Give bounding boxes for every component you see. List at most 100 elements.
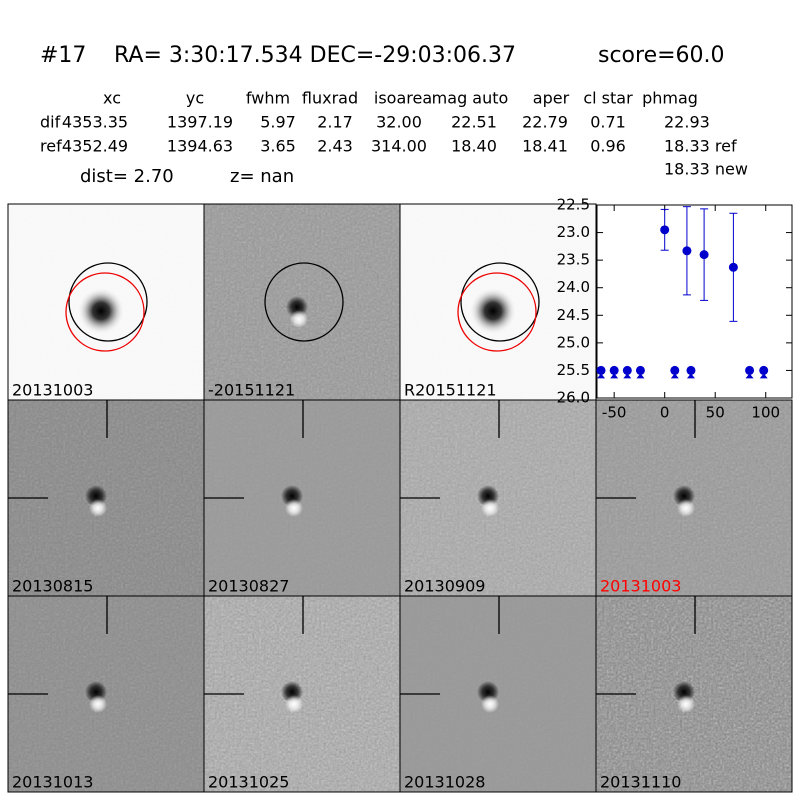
stamp: 20131028 (399, 595, 597, 793)
column-header: isoarea (374, 89, 432, 108)
source (77, 287, 125, 335)
stamp: -20151121 (203, 203, 401, 401)
stamp-label: 20130827 (208, 577, 289, 596)
source-pos (677, 499, 695, 517)
data-point (660, 225, 670, 235)
stamp: R20151121 (399, 203, 597, 401)
stamp: 20131110 (595, 595, 793, 793)
y-tick-label: 23.5 (557, 251, 590, 269)
stamp-label: 20131003 (600, 577, 681, 596)
table-cell: 0.71 (590, 113, 626, 132)
column-header: fwhm (246, 89, 290, 108)
table-cell: 2.17 (317, 113, 353, 132)
y-tick-label: 25.0 (557, 333, 590, 351)
row-label: dif (40, 113, 61, 132)
data-point (596, 365, 606, 375)
table-cell: 18.33 ref (664, 137, 737, 156)
stamp: 20131025 (203, 595, 401, 793)
stamp: 20131013 (7, 595, 205, 793)
x-tick-label: -50 (602, 404, 627, 422)
table-cell: 32.00 (376, 113, 422, 132)
stamp-label: 20131110 (600, 773, 681, 792)
data-point (670, 365, 680, 375)
source-pos (481, 499, 499, 517)
score: score=60.0 (598, 43, 725, 68)
table-cell: 22.93 (664, 113, 710, 132)
x-tick-label: 100 (751, 404, 780, 422)
aperture (68, 262, 148, 342)
table-cell: 2.43 (317, 137, 353, 156)
aperture-ref (457, 272, 537, 352)
source-pos (677, 695, 695, 713)
table-cell: 18.40 (451, 137, 497, 156)
stamp: 20131003 (7, 203, 205, 401)
table-cell: 4353.35 (62, 113, 128, 132)
table-cell: 3.65 (260, 137, 296, 156)
stamp-frame (595, 595, 793, 793)
panels: 20131003 -20151121 R20151121 20130815 201308… (7, 203, 793, 793)
x-tick-label: 0 (660, 404, 670, 422)
limit-arrow (759, 373, 768, 379)
stamp: 20131003 (595, 399, 793, 597)
table-cell: 1394.63 (167, 137, 233, 156)
column-header: fluxrad (302, 89, 358, 108)
limit-arrow (686, 373, 695, 379)
data-point (635, 365, 645, 375)
table-cell: 0.96 (590, 137, 626, 156)
data-point (686, 365, 696, 375)
stamp-label: 20130815 (12, 577, 93, 596)
plot-area (596, 204, 793, 399)
source-pos (481, 695, 499, 713)
data-point (759, 365, 769, 375)
data-point (682, 246, 692, 256)
aperture (460, 262, 540, 342)
limit-arrow (670, 373, 679, 379)
table-cell: 22.51 (451, 113, 497, 132)
x-tick-label: 50 (706, 404, 725, 422)
object-id: #17 (40, 43, 86, 68)
data-point (609, 365, 619, 375)
column-header: xc (103, 89, 121, 108)
coordinates: RA= 3:30:17.534 DEC=-29:03:06.37 (114, 43, 516, 68)
stamp: 20130909 (399, 399, 597, 597)
stamp-label: -20151121 (208, 381, 295, 400)
y-tick-label: 24.5 (557, 306, 590, 324)
stamp-label: 20131025 (208, 773, 289, 792)
source-pos (89, 695, 107, 713)
y-tick-label: 25.5 (557, 361, 590, 379)
light-curve: 22.5 23.0 23.5 24.0 24.5 25.0 25.5 26.0 -50 0 50 10… (557, 196, 793, 422)
y-tick-label: 24.0 (557, 278, 590, 296)
stamp: 20130815 (7, 399, 205, 597)
stamp-label: 20131003 (12, 381, 93, 400)
data-point (728, 262, 738, 272)
data-point (622, 365, 632, 375)
limit-arrow (610, 373, 619, 379)
stamp-label: R20151121 (404, 381, 497, 400)
redshift: z= nan (230, 166, 294, 187)
stamp-label: 20130909 (404, 577, 485, 596)
column-header: mag auto (432, 89, 509, 108)
data-point (699, 250, 709, 260)
table-cell: 314.00 (371, 137, 427, 156)
column-header: cl star (583, 89, 633, 108)
source-pos (285, 499, 303, 517)
limit-arrow (636, 373, 645, 379)
source (469, 287, 517, 335)
stamp-label: 20131013 (12, 773, 93, 792)
y-tick-label: 22.5 (557, 196, 590, 214)
dist: dist= 2.70 (80, 166, 174, 187)
stamp: 20130827 (203, 399, 401, 597)
table-cell: 5.97 (260, 113, 296, 132)
row-label: ref (40, 137, 62, 156)
y-tick-label: 23.0 (557, 223, 590, 241)
table-cell: 18.41 (522, 137, 568, 156)
limit-arrow (623, 373, 632, 379)
source-pos (290, 310, 308, 328)
table-cell: 1397.19 (167, 113, 233, 132)
column-header: yc (186, 89, 204, 108)
table-note: 18.33 new (664, 160, 748, 179)
limit-arrow (745, 373, 754, 379)
table-cell: 22.79 (522, 113, 568, 132)
